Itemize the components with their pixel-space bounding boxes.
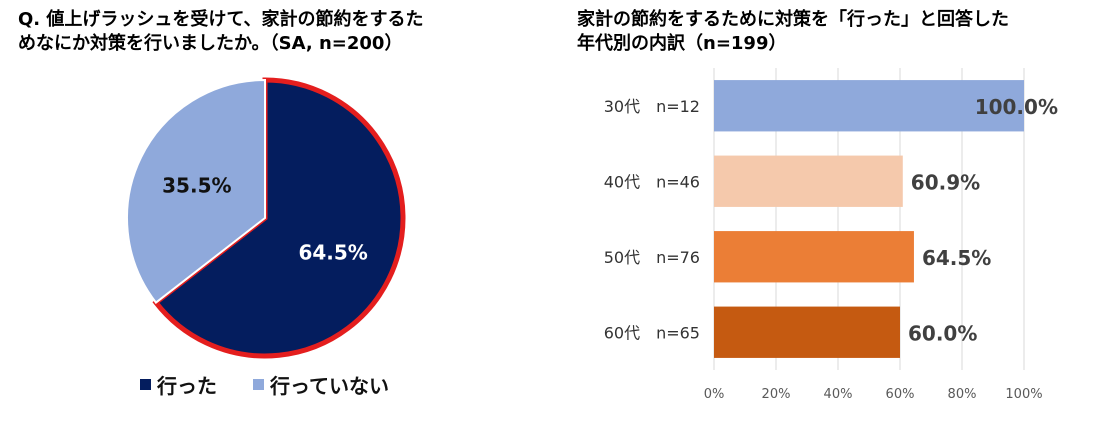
pie-slice-label-0: 64.5% <box>298 240 367 264</box>
bar-2 <box>714 231 914 283</box>
x-tick-label: 100% <box>1005 387 1042 402</box>
y-category-label: 30代 n=12 <box>604 97 700 116</box>
x-tick-label: 0% <box>704 387 725 402</box>
pie-chart-title: Q. 値上げラッシュを受けて、家計の節約をするた めなにか対策を行いましたか。（… <box>18 9 424 54</box>
bar-value-label: 60.0% <box>908 321 977 345</box>
x-tick-label: 80% <box>948 387 977 402</box>
bar-0 <box>714 80 1024 132</box>
x-tick-label: 40% <box>824 387 853 402</box>
pie-chart: 64.5% 35.5% <box>126 77 406 359</box>
legend-item-done: 行った <box>140 370 217 399</box>
x-tick-label: 60% <box>886 387 915 402</box>
y-category-label: 40代 n=46 <box>604 172 700 191</box>
bar-3 <box>714 306 900 358</box>
legend-swatch-done <box>140 379 151 390</box>
pie-slice-0 <box>152 77 406 359</box>
legend-item-not-done: 行っていない <box>253 370 389 399</box>
legend-label-not-done: 行っていない <box>270 374 389 398</box>
bar-value-label: 60.9% <box>911 170 980 194</box>
pie-slice-1 <box>126 78 266 304</box>
legend-swatch-not-done <box>253 379 264 390</box>
bar-value-label: 100.0% <box>975 95 1058 119</box>
y-category-label: 60代 n=65 <box>604 323 700 342</box>
pie-legend: 行った 行っていない <box>140 370 389 399</box>
bar-chart-title: 家計の節約をするために対策を「行った」と回答した 年代別の内訳（n=199） <box>577 9 1009 54</box>
pie-slice-label-1: 35.5% <box>162 174 231 198</box>
legend-label-done: 行った <box>157 374 217 398</box>
x-tick-label: 20% <box>762 387 791 402</box>
y-category-label: 50代 n=76 <box>604 248 700 267</box>
bar-1 <box>714 155 903 207</box>
bar-value-label: 64.5% <box>922 246 991 270</box>
